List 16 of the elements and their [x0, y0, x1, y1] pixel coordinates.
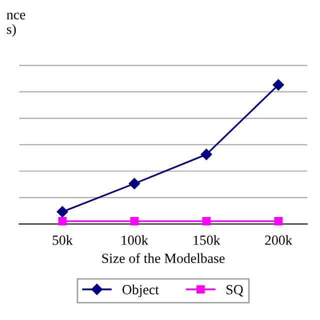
x-tick-label: 50k: [52, 235, 73, 245]
point: [130, 217, 139, 226]
x-tick-label: 150k: [194, 235, 220, 245]
point: [58, 217, 67, 226]
x-axis-title: Size of the Modelbase: [102, 253, 225, 264]
point: [56, 206, 68, 218]
point: [202, 217, 211, 226]
point: [272, 79, 284, 90]
x-tick-label: 200k: [265, 235, 292, 245]
point: [128, 178, 140, 190]
point: [200, 148, 212, 160]
y-axis-title: nce s): [6, 12, 26, 37]
x-tick-label: 100k: [122, 235, 148, 245]
legend-label: Object: [122, 284, 159, 298]
legend-label: SQ: [226, 285, 244, 296]
point: [274, 217, 283, 226]
